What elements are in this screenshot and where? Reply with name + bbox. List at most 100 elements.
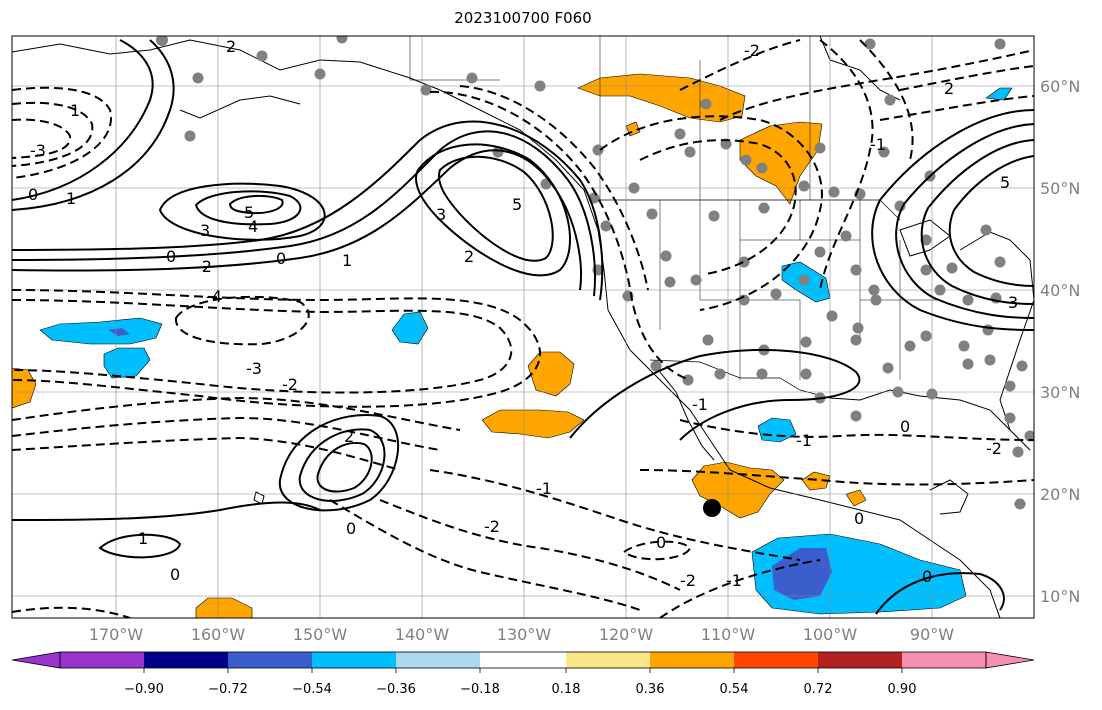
colorbar-swatch	[396, 652, 480, 668]
colorbar-swatch	[60, 652, 144, 668]
contour-label: 2	[226, 37, 236, 56]
lon-tick-label: 130°W	[497, 625, 552, 644]
shade-blue-west2	[103, 347, 151, 379]
colorbar-tick-label: −0.36	[376, 682, 416, 697]
gulf-coast	[829, 389, 1031, 451]
colorbar-tick-label: 0.72	[804, 682, 833, 697]
contour-low-alaska-2	[12, 39, 175, 211]
contour-neg-pac-3	[174, 295, 310, 346]
colorbar-tick-labels: −0.90 −0.72 −0.54 −0.36 −0.18 0.18 0.36 …	[124, 682, 916, 697]
contour-neg-canada-3	[679, 39, 801, 91]
contour-ridge-1	[12, 120, 604, 301]
contour-labels: 0 0 0 0 0 0 0 0 0 1 1 1 1 2 2 2 2 3 3 3 …	[28, 37, 1018, 590]
storm-marker	[703, 499, 721, 517]
contour-neg-canada-2	[639, 139, 797, 275]
shade-orange-west	[12, 367, 37, 409]
gridlines	[12, 36, 1034, 618]
colorbar-tick-label: 0.90	[888, 682, 917, 697]
colorbar-tick-label: −0.18	[460, 682, 500, 697]
contour-neg-south-1	[329, 499, 641, 611]
contour-mexico-0	[569, 348, 861, 441]
contour-south-1	[12, 501, 321, 521]
great-lakes	[899, 219, 951, 257]
colorbar-tick-label: 0.36	[636, 682, 665, 697]
lat-tick-label: 30°N	[1040, 383, 1080, 402]
contour-neg-canada-1	[599, 115, 823, 311]
colorbar-swatch	[650, 652, 734, 668]
contour-neg-gulf-ak-1	[429, 90, 691, 381]
contour-label: -3	[30, 141, 46, 160]
contour-label: -1	[870, 135, 886, 154]
shade-orange-rockies	[739, 121, 823, 205]
contour-label: -2	[986, 439, 1002, 458]
contour-label: 5	[244, 203, 254, 222]
contour-label: 1	[66, 189, 76, 208]
contour-neg-south-5	[12, 606, 131, 618]
contour-high-coast-2	[438, 155, 554, 262]
contour-neg-east-3	[899, 65, 1034, 91]
colorbar-tick-label: −0.90	[124, 682, 164, 697]
lat-tick-label: 10°N	[1040, 587, 1080, 606]
colorbar-tick-label: −0.72	[208, 682, 248, 697]
shade-orange-gulf	[801, 471, 831, 491]
lon-tick-label: 140°W	[395, 625, 450, 644]
colorbar-tick-label: 0.54	[720, 682, 749, 697]
contour-low-alaska-1	[12, 39, 154, 201]
contour-neg-mexico-2	[639, 469, 1034, 486]
contour-neg-alaska-1	[12, 86, 113, 179]
contour-label: -1	[796, 431, 812, 450]
lat-tick-label: 20°N	[1040, 485, 1080, 504]
shade-orange-south	[195, 597, 253, 618]
contour-high-subtrop-3	[316, 442, 373, 493]
contour-label: -2	[744, 41, 760, 60]
contour-neg-south-2	[379, 499, 681, 591]
contour-label: 0	[900, 417, 910, 436]
contours-positive	[12, 39, 1034, 615]
contour-high-pac-3	[228, 194, 284, 215]
contour-east-high-1	[871, 109, 1034, 331]
contour-label: 0	[28, 185, 38, 204]
contour-east-high-4	[948, 155, 1034, 287]
contour-neg-canada-4	[719, 49, 1034, 121]
contour-label: 5	[512, 195, 522, 214]
lat-tick-label: 40°N	[1040, 281, 1080, 300]
contour-east-high-3	[920, 139, 1034, 305]
contour-label: 1	[70, 101, 80, 120]
contour-high-subtrop-2	[298, 428, 386, 502]
contour-label: 3	[436, 205, 446, 224]
contour-neg-south-4	[659, 559, 821, 618]
colorbar-swatch	[902, 652, 986, 668]
contour-neg-east-4	[879, 95, 1034, 121]
lat-tick-label: 60°N	[1040, 77, 1080, 96]
baja-california	[659, 371, 715, 461]
map-frame	[11, 35, 1035, 619]
contour-south-3	[875, 572, 1005, 615]
contour-high-pac-1	[158, 182, 326, 241]
contour-neg-pac-2	[12, 299, 513, 394]
colorbar-swatch	[480, 652, 566, 668]
contour-neg-east-2	[859, 39, 914, 161]
contour-label: 3	[200, 221, 210, 240]
shade-darkblue-west1	[108, 328, 130, 336]
contour-label: -3	[246, 359, 262, 378]
colorbar-ticks	[143, 668, 903, 673]
contours-negative	[12, 39, 1034, 618]
contour-label: -2	[282, 375, 298, 394]
hudson-bay	[819, 36, 901, 101]
contour-neg-alaska-3	[12, 118, 72, 159]
colorbar-swatch	[566, 652, 650, 668]
contour-label: 5	[1000, 173, 1010, 192]
colorbar-tick-label: −0.54	[292, 682, 332, 697]
contour-high-pac-2	[194, 190, 302, 226]
shade-orange-offshore2	[481, 409, 585, 439]
colorbar-extend-right	[985, 651, 1035, 669]
contour-high-subtrop-1	[278, 414, 400, 512]
contour-label: 4	[248, 217, 258, 236]
contour-neg-south-3	[622, 540, 692, 561]
lon-tick-label: 90°W	[910, 625, 954, 644]
contour-label: -2	[680, 571, 696, 590]
colorbar-swatch	[312, 652, 396, 668]
shade-orange-offshore1	[527, 351, 575, 397]
lat-tick-labels: 60°N 50°N 40°N 30°N 20°N 10°N	[1040, 77, 1080, 606]
lon-tick-label: 160°W	[191, 625, 246, 644]
